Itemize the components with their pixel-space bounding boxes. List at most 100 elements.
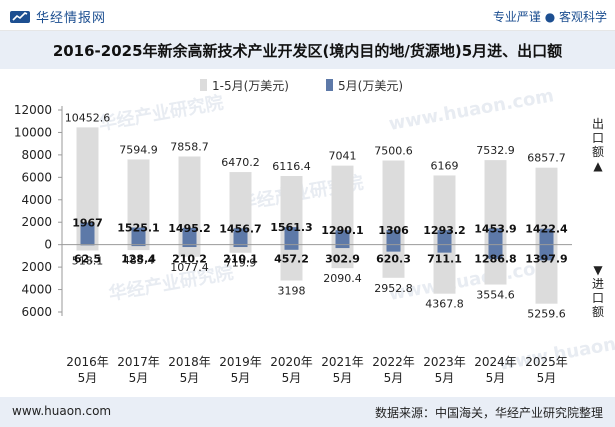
bar-ytd-import: [229, 244, 252, 253]
data-label-month-export: 1456.7: [219, 222, 261, 235]
bar-month-import: [233, 244, 248, 248]
bar-month-import: [284, 244, 299, 250]
brand-logo-icon: [10, 10, 30, 23]
x-tick-label-month: 5月: [129, 371, 149, 385]
y-tick-label: 2000: [21, 215, 52, 229]
footer-website[interactable]: www.huaon.com: [12, 404, 112, 418]
bar-ytd-import: [433, 244, 456, 294]
x-tick-label-year: 2023年: [423, 355, 466, 369]
bar-month-import: [182, 244, 197, 248]
bar-ytd-import: [178, 244, 201, 257]
legend-label: 5月(万美元): [338, 79, 403, 93]
bar-ytd-export: [229, 172, 252, 245]
slogan: 专业严谨 ● 客观科学: [492, 10, 607, 24]
data-label-ytd-import: 3554.6: [476, 289, 515, 302]
y-tick-label: 0: [44, 238, 52, 252]
y-tick-label: 6000: [21, 305, 52, 319]
data-label-month-export: 1525.1: [117, 222, 159, 235]
data-label-month-export: 1453.9: [474, 222, 516, 235]
data-label-month-import: 620.3: [376, 253, 411, 266]
data-label-ytd-export: 6169: [431, 159, 459, 172]
bar-ytd-import: [76, 244, 99, 251]
data-label-month-export: 1967: [72, 217, 103, 230]
data-label-month-import: 302.9: [325, 253, 360, 266]
bar-month-export: [182, 227, 197, 245]
data-label-ytd-import: 1077.4: [170, 261, 209, 274]
bar-month-import: [539, 244, 554, 261]
data-label-ytd-export: 6857.7: [527, 152, 566, 165]
data-label-ytd-export: 7500.6: [374, 144, 413, 157]
data-label-ytd-import: 518.1: [72, 254, 104, 267]
right-axis-export-label: 额: [592, 145, 604, 159]
legend-swatch: [326, 79, 333, 91]
x-tick-label-year: 2024年: [474, 355, 517, 369]
right-axis-import-label: 口: [592, 291, 604, 305]
data-label-month-import: 210.2: [172, 253, 207, 266]
bar-ytd-export: [535, 167, 558, 245]
data-label-ytd-import: 5259.6: [527, 308, 566, 321]
bar-ytd-import: [127, 244, 150, 251]
y-tick-label: 4000: [21, 283, 52, 297]
right-axis-import-label: ▼: [593, 263, 603, 277]
data-label-month-import: 457.2: [274, 253, 309, 266]
data-label-month-export: 1306: [378, 224, 409, 237]
footer-source: 数据来源：中国海关，华经产业研究院整理: [374, 406, 603, 420]
x-tick-label-month: 5月: [435, 371, 455, 385]
bar-month-import: [437, 244, 452, 253]
bar-month-export: [437, 230, 452, 245]
data-label-month-import: 62.5: [74, 253, 101, 266]
watermark-text: 华经产业研究院: [97, 91, 225, 135]
y-tick-label: 4000: [21, 193, 52, 207]
bar-month-export: [335, 230, 350, 245]
right-axis-export-label: ▲: [593, 159, 603, 173]
data-label-ytd-import: 719.9: [225, 257, 257, 270]
bar-ytd-import: [280, 244, 303, 281]
bar-month-export: [80, 222, 95, 245]
watermark-text: www.huaon.com: [387, 85, 555, 135]
data-label-month-export: 1422.4: [525, 223, 568, 236]
y-tick-label: 10000: [14, 125, 52, 139]
x-tick-label-month: 5月: [78, 371, 98, 385]
x-tick-label-year: 2019年: [219, 355, 262, 369]
bar-ytd-export: [484, 160, 507, 245]
x-tick-label-year: 2016年: [66, 355, 109, 369]
footer: www.huaon.com 数据来源：中国海关，华经产业研究院整理: [0, 397, 615, 427]
data-label-ytd-import: 485.4: [123, 254, 155, 267]
title-bar: 2016-2025年新余高新技术产业开发区(境内目的地/货源地)5月进、出口额: [0, 31, 615, 69]
bar-month-export: [233, 228, 248, 245]
x-tick-label-year: 2021年: [321, 355, 364, 369]
y-tick-label: 2000: [21, 260, 52, 274]
bar-month-export: [539, 228, 554, 245]
bar-ytd-export: [127, 159, 150, 245]
data-label-month-export: 1495.2: [168, 222, 210, 235]
bar-month-import: [386, 244, 401, 252]
bar-month-import: [335, 244, 350, 249]
data-label-ytd-export: 10452.6: [65, 111, 111, 124]
right-axis-import-label: 额: [592, 305, 604, 319]
data-label-ytd-export: 7594.9: [119, 143, 158, 156]
data-label-month-import: 128.4: [121, 253, 156, 266]
data-label-month-export: 1290.1: [321, 224, 363, 237]
data-label-ytd-export: 7532.9: [476, 144, 515, 157]
y-tick-label: 8000: [21, 148, 52, 162]
top-bar: 华经情报网 专业严谨 ● 客观科学: [0, 0, 615, 31]
legend-label: 1-5月(万美元): [212, 79, 289, 93]
brand-name: 华经情报网: [36, 11, 107, 26]
x-tick-label-month: 5月: [333, 371, 353, 385]
data-label-ytd-import: 4367.8: [425, 298, 464, 311]
brand[interactable]: 华经情报网: [10, 7, 106, 26]
chart-title: 2016-2025年新余高新技术产业开发区(境内目的地/货源地)5月进、出口额: [52, 42, 563, 60]
x-tick-label-month: 5月: [384, 371, 404, 385]
bar-month-export: [284, 227, 299, 245]
x-tick-label-year: 2020年: [270, 355, 313, 369]
x-tick-label-year: 2022年: [372, 355, 415, 369]
bar-ytd-import: [382, 244, 405, 278]
x-tick-label-month: 5月: [486, 371, 506, 385]
bar-month-export: [386, 230, 401, 245]
bar-ytd-export: [433, 175, 456, 245]
data-label-ytd-import: 2952.8: [374, 282, 413, 295]
x-tick-label-year: 2017年: [117, 355, 160, 369]
data-label-month-import: 1286.8: [474, 253, 516, 266]
data-label-ytd-export: 6470.2: [221, 156, 260, 169]
